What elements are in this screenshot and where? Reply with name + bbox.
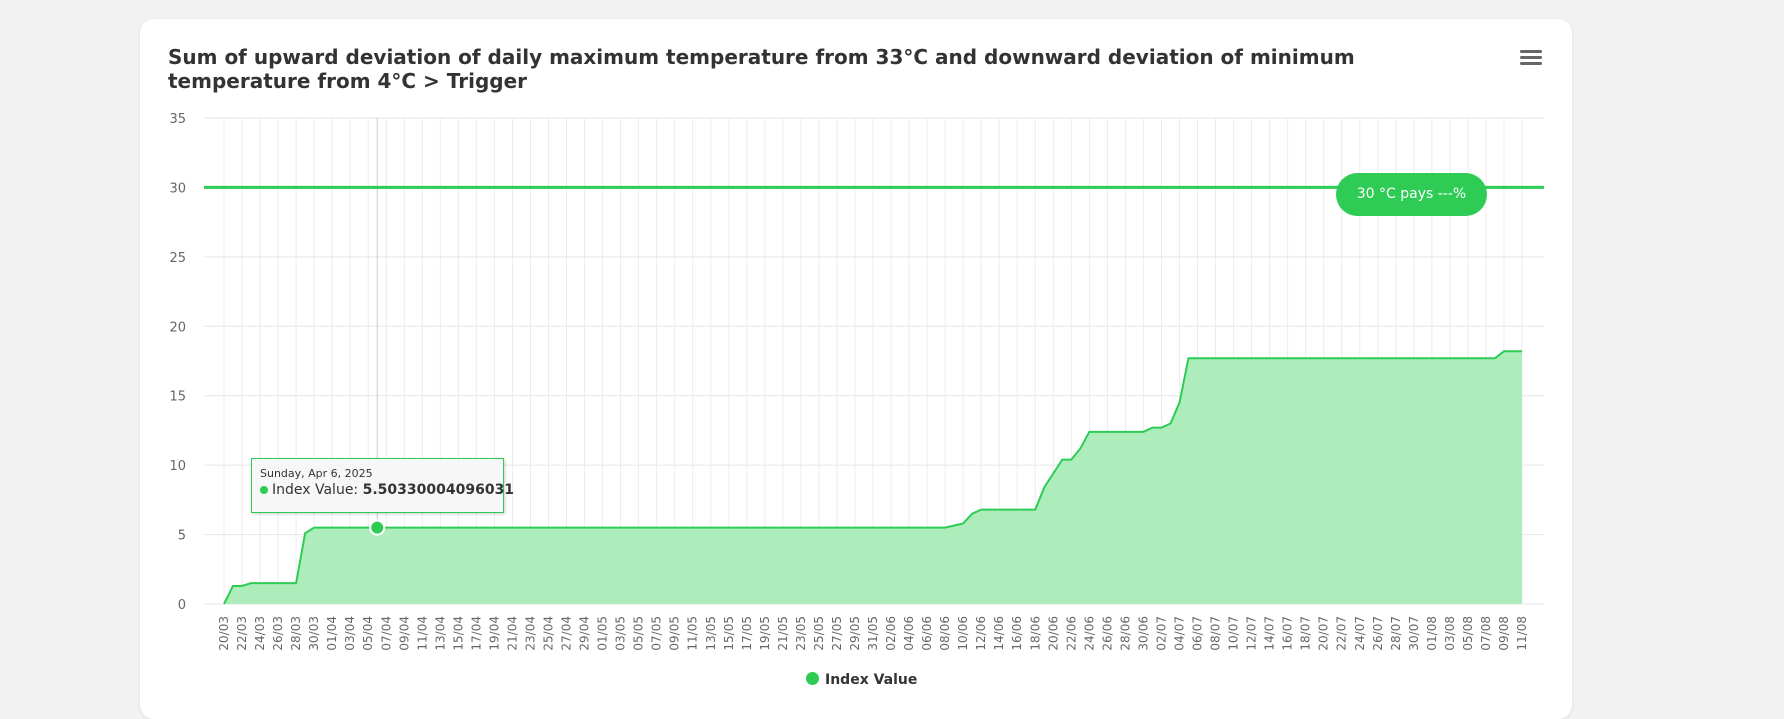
tooltip-series-label: Index Value: bbox=[272, 482, 359, 498]
x-tick-label: 24/07 bbox=[1353, 616, 1367, 651]
x-tick-label: 06/06 bbox=[920, 616, 934, 651]
x-tick-label: 28/03 bbox=[289, 616, 303, 651]
x-tick-label: 21/05 bbox=[776, 616, 790, 651]
x-tick-label: 22/07 bbox=[1335, 616, 1349, 651]
x-tick-label: 11/04 bbox=[415, 616, 429, 651]
x-tick-label: 12/06 bbox=[974, 616, 988, 651]
y-tick-label: 15 bbox=[169, 390, 186, 405]
hovered-point-marker bbox=[369, 519, 386, 536]
x-tick-label: 15/04 bbox=[451, 616, 465, 651]
tooltip-value: 5.50330004096031 bbox=[362, 482, 515, 498]
x-tick-label: 11/08 bbox=[1515, 616, 1529, 651]
x-tick-label: 20/07 bbox=[1317, 616, 1331, 651]
x-tick-label: 03/08 bbox=[1443, 616, 1457, 651]
x-tick-label: 18/07 bbox=[1299, 616, 1313, 651]
x-tick-label: 17/05 bbox=[740, 616, 754, 651]
x-tick-label: 14/06 bbox=[992, 616, 1006, 651]
y-tick-label: 0 bbox=[178, 598, 186, 613]
x-tick-label: 05/08 bbox=[1461, 616, 1475, 651]
x-tick-label: 01/05 bbox=[596, 616, 610, 651]
x-tick-label: 02/07 bbox=[1154, 616, 1168, 651]
x-tick-label: 29/04 bbox=[578, 616, 592, 651]
x-tick-label: 16/06 bbox=[1010, 616, 1024, 651]
x-tick-label: 21/04 bbox=[505, 616, 519, 651]
x-tick-label: 16/07 bbox=[1281, 616, 1295, 651]
x-tick-label: 01/08 bbox=[1425, 616, 1439, 651]
x-tick-label: 02/06 bbox=[884, 616, 898, 651]
x-tick-label: 23/04 bbox=[523, 616, 537, 651]
x-tick-label: 13/05 bbox=[704, 616, 718, 651]
tooltip-date: Sunday, Apr 6, 2025 bbox=[260, 467, 373, 480]
x-tick-label: 31/05 bbox=[866, 616, 880, 651]
x-tick-label: 27/04 bbox=[560, 616, 574, 651]
x-tick-label: 06/07 bbox=[1191, 616, 1205, 651]
x-tick-label: 30/06 bbox=[1136, 616, 1150, 651]
x-tick-label: 07/04 bbox=[379, 616, 393, 651]
x-tick-label: 27/05 bbox=[830, 616, 844, 651]
x-tick-label: 04/06 bbox=[902, 616, 916, 651]
x-tick-label: 15/05 bbox=[722, 616, 736, 651]
y-tick-label: 20 bbox=[169, 320, 186, 335]
area-chart: 0 5 10 15 20 25 30 35 20/03 22/03 24/03 26/03 28/03 3… bbox=[169, 112, 1544, 651]
x-tick-label: 05/05 bbox=[632, 616, 646, 651]
x-tick-label: 30/07 bbox=[1407, 616, 1421, 651]
x-tick-label: 17/04 bbox=[469, 616, 483, 651]
x-tick-label: 22/06 bbox=[1064, 616, 1078, 651]
tooltip-series-dot bbox=[260, 486, 268, 494]
y-tick-label: 30 bbox=[169, 181, 186, 196]
x-tick-label: 04/07 bbox=[1172, 616, 1186, 651]
x-tick-label: 08/06 bbox=[938, 616, 952, 651]
tooltip-row: Index Value: 5.50330004096031 bbox=[260, 482, 514, 498]
x-tick-label: 03/04 bbox=[343, 616, 357, 651]
x-tick-label: 23/05 bbox=[794, 616, 808, 651]
x-tick-label: 08/07 bbox=[1209, 616, 1223, 651]
trigger-label: 30 °C pays ---% bbox=[1336, 173, 1487, 216]
series-line bbox=[223, 350, 1522, 605]
x-tick-label: 01/04 bbox=[325, 616, 339, 651]
x-tick-label: 13/04 bbox=[433, 616, 447, 651]
chart-tooltip: Sunday, Apr 6, 2025 Index Value: 5.50330… bbox=[251, 458, 514, 513]
hamburger-menu-icon[interactable] bbox=[1520, 50, 1542, 68]
x-tick-label: 28/07 bbox=[1389, 616, 1403, 651]
x-tick-label: 07/05 bbox=[650, 616, 664, 651]
legend-label: Index Value bbox=[825, 672, 918, 688]
x-tick-label: 26/03 bbox=[271, 616, 285, 651]
x-tick-label: 22/03 bbox=[235, 616, 249, 651]
x-tick-label: 11/05 bbox=[686, 616, 700, 651]
x-tick-label: 03/05 bbox=[614, 616, 628, 651]
x-tick-label: 10/06 bbox=[956, 616, 970, 651]
x-tick-label: 14/07 bbox=[1263, 616, 1277, 651]
x-tick-label: 26/06 bbox=[1100, 616, 1114, 651]
x-tick-label: 20/06 bbox=[1046, 616, 1060, 651]
x-tick-label: 19/05 bbox=[758, 616, 772, 651]
x-tick-label: 26/07 bbox=[1371, 616, 1385, 651]
legend-marker bbox=[806, 672, 819, 685]
x-tick-label: 25/04 bbox=[542, 616, 556, 651]
x-tick-label: 25/05 bbox=[812, 616, 826, 651]
x-tick-label: 10/07 bbox=[1227, 616, 1241, 651]
y-tick-label: 10 bbox=[169, 459, 186, 474]
x-tick-label: 09/05 bbox=[668, 616, 682, 651]
x-tick-label: 28/06 bbox=[1118, 616, 1132, 651]
series-area bbox=[224, 351, 1522, 604]
x-tick-label: 07/08 bbox=[1479, 616, 1493, 651]
x-tick-label: 30/03 bbox=[307, 616, 321, 651]
x-tick-label: 09/08 bbox=[1497, 616, 1511, 651]
x-tick-label: 09/04 bbox=[397, 616, 411, 651]
x-tick-label: 20/03 bbox=[217, 616, 231, 651]
y-tick-label: 25 bbox=[169, 251, 186, 266]
chart-title: Sum of upward deviation of daily maximum… bbox=[168, 45, 1355, 93]
x-tick-label: 19/04 bbox=[487, 616, 501, 651]
legend-item-index-value[interactable]: Index Value bbox=[806, 672, 917, 688]
x-tick-label: 29/05 bbox=[848, 616, 862, 651]
x-tick-label: 12/07 bbox=[1245, 616, 1259, 651]
x-tick-label: 24/06 bbox=[1082, 616, 1096, 651]
x-tick-label: 24/03 bbox=[253, 616, 267, 651]
x-tick-label: 18/06 bbox=[1028, 616, 1042, 651]
x-tick-label: 05/04 bbox=[361, 616, 375, 651]
y-tick-label: 35 bbox=[169, 112, 186, 127]
y-tick-label: 5 bbox=[178, 529, 186, 544]
